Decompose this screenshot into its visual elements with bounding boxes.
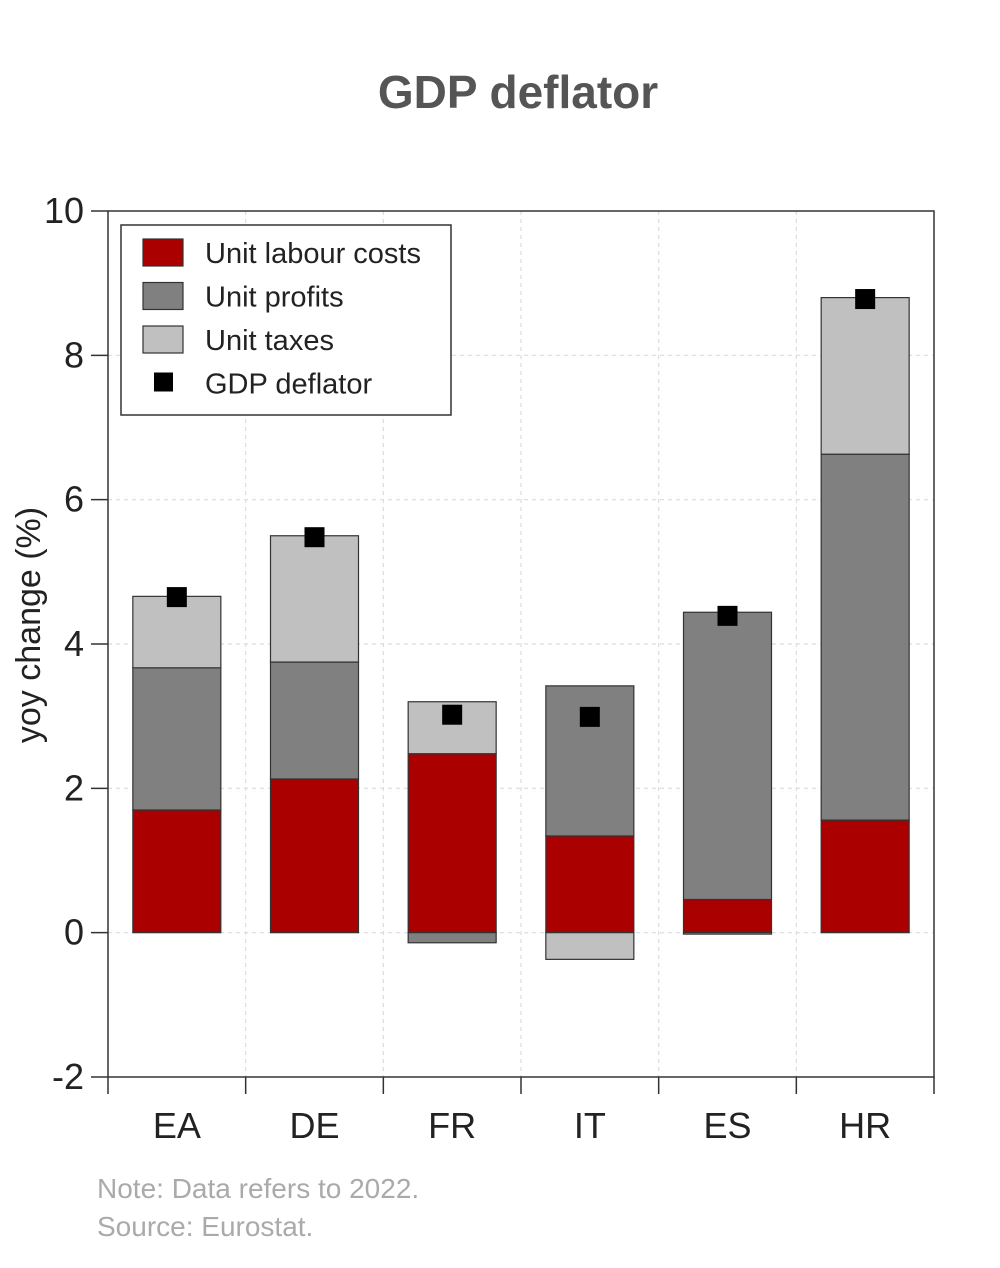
x-tick-label-ea: EA — [153, 1105, 201, 1146]
marker-gdp-deflator-de — [304, 527, 325, 548]
marker-gdp-deflator-es — [717, 605, 738, 626]
y-tick-label: 0 — [64, 912, 84, 953]
legend-label-gdp-deflator: GDP deflator — [205, 369, 372, 401]
legend: Unit labour costs Unit profits Unit taxes G… — [120, 224, 452, 416]
note-text: Note: Data refers to 2022. — [97, 1173, 419, 1204]
bar-unit-labour-costs-de — [269, 778, 360, 934]
bar-unit-taxes-es — [682, 932, 773, 935]
bar-unit-taxes-hr — [820, 297, 910, 455]
grid-lines — [108, 211, 934, 1077]
bar-unit-profits-fr — [407, 932, 497, 944]
y-axis-title: yoy change (%) — [10, 507, 48, 743]
marker-gdp-deflator-fr — [442, 704, 463, 725]
x-tick-label-it: IT — [574, 1105, 606, 1146]
bars — [132, 297, 910, 960]
y-tick-label: 6 — [64, 479, 84, 520]
y-tick-label: 8 — [64, 334, 84, 375]
legend-swatch-unit-taxes — [142, 325, 184, 354]
marker-gdp-deflator-it — [579, 706, 600, 727]
x-tick-label-hr: HR — [839, 1105, 891, 1146]
bar-unit-profits-hr — [820, 453, 910, 821]
marker-gdp-deflator-ea — [166, 587, 187, 608]
y-tick-label: 10 — [44, 190, 84, 231]
bar-unit-labour-costs-fr — [407, 753, 497, 934]
deflator-markers — [166, 289, 876, 727]
legend-label-unit-profits: Unit profits — [205, 282, 344, 314]
bar-unit-profits-de — [269, 661, 360, 780]
source-text: Source: Eurostat. — [97, 1211, 313, 1242]
bar-unit-taxes-ea — [132, 595, 222, 669]
bar-unit-profits-ea — [132, 667, 222, 811]
y-tick-label: 2 — [64, 767, 84, 808]
chart-title: GDP deflator — [378, 66, 658, 118]
axes: -2 0 2 4 6 8 10 EA DE FR IT ES HR — [44, 190, 935, 1146]
legend-label-unit-taxes: Unit taxes — [205, 325, 334, 357]
legend-swatch-gdp-deflator — [154, 372, 173, 392]
bar-unit-labour-costs-hr — [820, 819, 910, 934]
bar-unit-labour-costs-ea — [132, 809, 222, 934]
x-tick-label-de: DE — [289, 1105, 339, 1146]
bar-unit-taxes-it — [545, 932, 635, 960]
legend-label-unit-labour-costs: Unit labour costs — [205, 238, 421, 270]
y-tick-label: -2 — [52, 1056, 84, 1097]
bar-unit-profits-es — [682, 611, 773, 901]
marker-gdp-deflator-hr — [855, 289, 876, 310]
y-tick-label: 4 — [64, 623, 84, 664]
legend-swatch-unit-profits — [142, 281, 184, 311]
bar-unit-taxes-de — [269, 535, 360, 663]
x-tick-label-es: ES — [703, 1105, 751, 1146]
legend-swatch-unit-labour-costs — [142, 238, 184, 267]
bar-unit-labour-costs-it — [545, 835, 635, 934]
x-tick-label-fr: FR — [428, 1105, 476, 1146]
bar-unit-labour-costs-es — [682, 898, 773, 934]
